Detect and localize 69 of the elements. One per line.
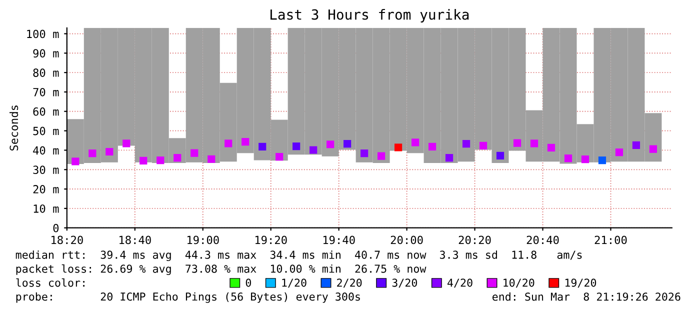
point bbox=[598, 156, 606, 164]
text: probe: 20 ICMP Echo Pings (56 Bytes) every 300s bbox=[16, 292, 360, 303]
point bbox=[292, 142, 300, 150]
y-tick-label: 30 m bbox=[33, 166, 59, 174]
point bbox=[258, 142, 266, 151]
point bbox=[462, 140, 470, 148]
point bbox=[224, 140, 232, 148]
x-tick-label: 18:40 bbox=[120, 236, 151, 244]
text: median rtt: 39.4 ms avg 44.3 ms max 34.4 ms min 40.7 ms now 3.3 ms sd 11.8 am/s bbox=[16, 250, 582, 262]
text: end: Sun Mar 8 21:19:26 2026 bbox=[492, 292, 680, 301]
y-tick-label: 60 m bbox=[33, 107, 59, 116]
y-axis-title: Seconds bbox=[10, 106, 18, 151]
point bbox=[428, 142, 436, 151]
point bbox=[394, 144, 402, 152]
legend-label: 2/20 bbox=[337, 278, 362, 288]
y-tick-label: 10 m bbox=[34, 204, 59, 213]
point bbox=[412, 138, 420, 146]
legend-label: 1/20 bbox=[282, 278, 306, 288]
x-tick-label: 20:20 bbox=[458, 236, 491, 244]
point bbox=[378, 152, 386, 160]
point bbox=[326, 140, 334, 148]
chart-title: Last 3 Hours from yurika bbox=[270, 9, 469, 22]
x-tick-label: 19:40 bbox=[323, 236, 355, 244]
point bbox=[581, 156, 590, 164]
legend-label: 4/20 bbox=[448, 278, 472, 288]
y-tick-label: 20 m bbox=[33, 185, 59, 194]
point bbox=[530, 140, 538, 148]
legend-title: loss color: bbox=[16, 278, 84, 287]
x-tick-label: 19:00 bbox=[187, 236, 219, 244]
point bbox=[479, 142, 488, 150]
point bbox=[310, 146, 318, 154]
point bbox=[496, 152, 504, 160]
y-tick-label: 40 m bbox=[33, 146, 59, 155]
y-tick-label: 80 m bbox=[33, 68, 59, 77]
point bbox=[615, 148, 624, 156]
point bbox=[140, 156, 148, 164]
legend-label: 3/20 bbox=[392, 278, 418, 288]
point bbox=[344, 140, 352, 148]
y-tick-label: 70 m bbox=[33, 88, 59, 96]
y-tick-label: 90 m bbox=[33, 49, 59, 58]
point bbox=[445, 154, 454, 162]
point bbox=[242, 138, 250, 146]
point bbox=[106, 148, 114, 156]
x-tick-label: 21:00 bbox=[594, 236, 627, 244]
x-tick-label: 18:20 bbox=[52, 236, 83, 244]
point bbox=[276, 152, 284, 161]
point bbox=[564, 154, 572, 162]
x-tick-label: 19:20 bbox=[255, 236, 287, 244]
point bbox=[513, 139, 522, 147]
x-tick-label: 20:00 bbox=[390, 236, 423, 244]
legend-label: 10/20 bbox=[504, 278, 534, 288]
point bbox=[88, 150, 96, 158]
point bbox=[156, 156, 164, 164]
y-tick-label: 0 bbox=[53, 224, 59, 232]
point bbox=[122, 140, 130, 148]
y-tick-label: 100 m bbox=[27, 30, 59, 38]
text: packet loss: 26.69 % avg 73.08 % max 10.00 % min 26.75 % now bbox=[16, 264, 426, 276]
legend-label: 19/20 bbox=[565, 278, 596, 288]
point bbox=[72, 158, 80, 166]
point bbox=[174, 154, 182, 162]
point bbox=[632, 141, 640, 149]
point bbox=[649, 145, 658, 153]
legend-label: 0 bbox=[246, 278, 251, 287]
y-tick-label: 50 m bbox=[33, 126, 59, 136]
point bbox=[547, 144, 556, 152]
x-tick-label: 20:40 bbox=[526, 236, 559, 244]
point bbox=[190, 149, 198, 157]
point bbox=[208, 155, 216, 163]
point bbox=[360, 150, 368, 158]
